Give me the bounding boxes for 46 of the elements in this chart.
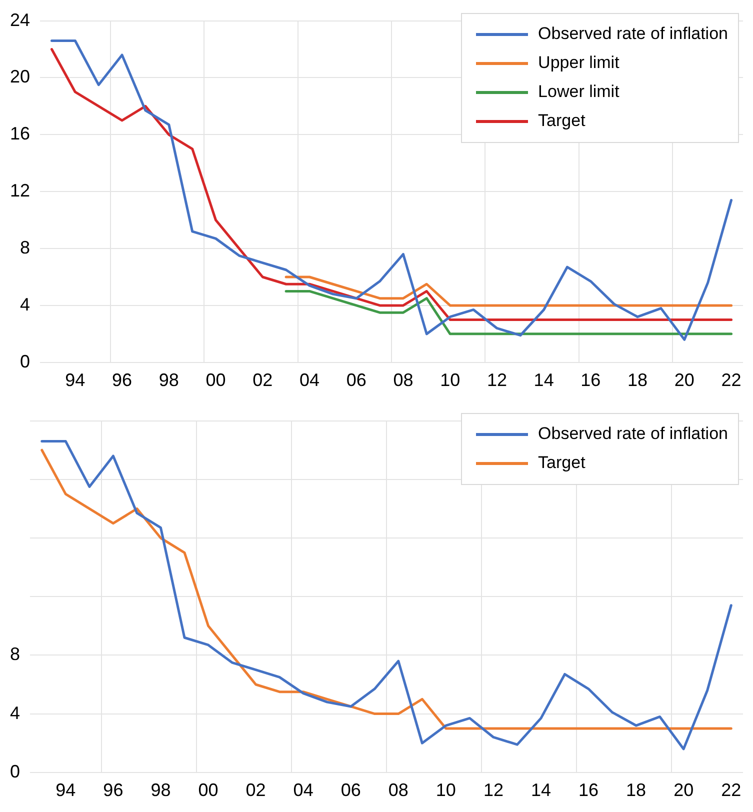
x-tick-label: 04	[299, 370, 320, 390]
y-tick-label: 4	[10, 702, 20, 723]
legend-label: Target	[538, 111, 586, 132]
y-tick-label: 8	[20, 238, 30, 258]
x-tick-label: 16	[578, 780, 599, 800]
x-tick-label: 98	[150, 780, 171, 800]
y-tick-label: 12	[10, 180, 30, 201]
x-tick-label: 14	[530, 780, 551, 800]
y-tick-label: 0	[10, 761, 20, 782]
x-tick-label: 00	[206, 370, 226, 390]
x-tick-label: 98	[158, 370, 179, 390]
x-tick-label: 22	[721, 370, 742, 390]
y-tick-label: 20	[10, 66, 30, 87]
y-tick-label: 16	[10, 124, 30, 144]
legend-label: Observed rate of inflation	[538, 424, 728, 444]
y-tick-label: 0	[20, 351, 30, 372]
x-tick-label: 94	[56, 780, 76, 800]
y-tick-label: 24	[10, 10, 30, 30]
x-tick-label: 12	[483, 780, 504, 800]
y-tick-label: 8	[10, 644, 20, 664]
x-tick-label: 06	[340, 780, 361, 800]
x-tick-label: 08	[393, 370, 414, 390]
x-tick-label: 00	[198, 780, 218, 800]
x-tick-label: 18	[628, 370, 648, 390]
x-tick-label: 20	[674, 370, 694, 390]
x-tick-label: 22	[721, 780, 742, 800]
x-tick-label: 94	[65, 370, 86, 390]
x-tick-label: 10	[440, 370, 460, 390]
x-tick-label: 02	[252, 370, 273, 390]
y-tick-label: 4	[20, 294, 30, 314]
legend-label: Target	[538, 453, 586, 474]
x-tick-label: 12	[486, 370, 507, 390]
x-tick-label: 06	[346, 370, 366, 390]
x-tick-label: 08	[388, 780, 408, 800]
x-tick-label: 20	[674, 780, 694, 800]
x-tick-label: 96	[103, 780, 124, 800]
x-tick-label: 96	[112, 370, 132, 390]
x-tick-label: 16	[580, 370, 601, 390]
x-tick-label: 04	[293, 780, 314, 800]
legend-label: Upper limit	[538, 53, 620, 74]
x-tick-label: 02	[246, 780, 266, 800]
x-tick-label: 14	[534, 370, 554, 390]
legend-label: Lower limit	[538, 82, 620, 102]
x-tick-label: 10	[436, 780, 456, 800]
x-tick-label: 18	[626, 780, 646, 800]
legend-label: Observed rate of inflation	[538, 24, 728, 44]
